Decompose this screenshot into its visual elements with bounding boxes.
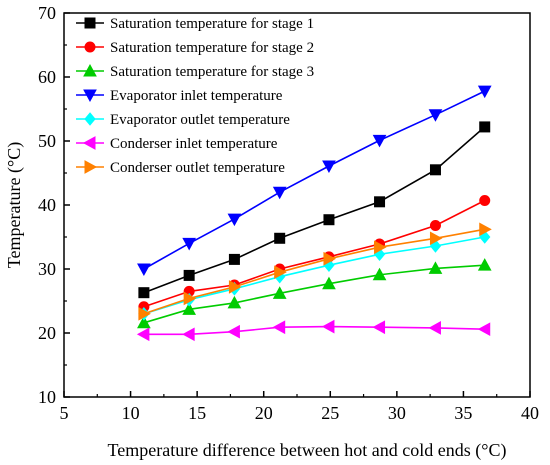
y-tick-label: 30 <box>38 259 56 279</box>
data-point <box>182 327 195 342</box>
data-point <box>228 280 242 294</box>
data-point <box>428 321 441 335</box>
x-tick-label: 20 <box>255 403 273 423</box>
data-point <box>428 109 443 122</box>
data-point <box>272 320 286 335</box>
data-point <box>138 306 151 321</box>
data-point <box>479 121 491 133</box>
y-tick-label: 60 <box>38 67 56 87</box>
legend-label: Evaporator outlet temperature <box>110 112 290 128</box>
data-point <box>272 186 287 200</box>
data-point <box>182 237 196 251</box>
data-point <box>479 222 492 237</box>
legend-label: Evaporator inlet temperature <box>110 88 283 104</box>
legend-marker <box>83 89 97 103</box>
series-2 <box>138 195 491 313</box>
y-tick-label: 50 <box>38 131 56 151</box>
data-point <box>428 261 443 274</box>
legend-entry: Saturation temperature for stage 3 <box>76 63 314 80</box>
data-point <box>227 213 242 227</box>
data-point <box>372 320 386 335</box>
legend-marker <box>82 136 96 150</box>
series-7 <box>138 222 492 321</box>
data-point <box>137 263 151 277</box>
data-point <box>374 240 387 255</box>
x-axis-title: Temperature difference between hot and c… <box>108 440 507 461</box>
legend-entry: Saturation temperature for stage 2 <box>76 40 314 56</box>
series-line <box>143 126 486 294</box>
data-point <box>477 258 492 271</box>
data-point <box>322 160 336 174</box>
y-axis-title: Temperature (°C) <box>4 142 25 268</box>
data-point <box>137 315 151 329</box>
data-point <box>274 265 287 280</box>
data-point <box>374 196 386 208</box>
series-line <box>143 325 485 336</box>
x-tick-label: 15 <box>188 403 206 423</box>
data-point <box>183 291 197 306</box>
legend-entry: Saturation temperature for stage 1 <box>76 16 314 32</box>
legend-marker <box>84 112 96 126</box>
legend-entry: Evaporator inlet temperature <box>76 88 283 104</box>
series-line <box>143 199 486 308</box>
x-tick-label: 25 <box>321 403 339 423</box>
series-line <box>143 264 485 324</box>
legend-marker <box>84 17 96 29</box>
data-point <box>372 134 387 148</box>
y-tick-label: 70 <box>38 3 56 23</box>
legend-entry: Evaporator outlet temperature <box>76 112 290 128</box>
data-point <box>429 219 441 231</box>
data-point <box>227 295 242 309</box>
data-point <box>372 267 387 281</box>
data-point <box>479 195 491 207</box>
data-point <box>274 232 286 244</box>
data-point <box>182 302 196 315</box>
data-point <box>321 319 335 334</box>
data-point <box>138 287 150 299</box>
data-point <box>227 324 240 339</box>
data-point <box>429 164 441 176</box>
legend-marker <box>84 41 96 53</box>
x-tick-label: 40 <box>521 403 539 423</box>
data-point <box>429 231 443 246</box>
x-tick-label: 30 <box>388 403 406 423</box>
series-line <box>143 236 485 315</box>
y-tick-label: 20 <box>38 323 56 343</box>
data-point <box>228 253 240 265</box>
data-point <box>136 327 150 342</box>
legend-label: Saturation temperature for stage 2 <box>110 40 314 56</box>
series-6 <box>136 319 491 342</box>
series-line <box>143 90 486 270</box>
legend-entry: Conderser inlet temperature <box>76 136 278 152</box>
data-point <box>477 322 491 337</box>
y-tick-label: 10 <box>38 387 56 407</box>
series-line <box>143 228 485 315</box>
legend-label: Conderser inlet temperature <box>110 136 278 152</box>
x-tick-label: 10 <box>122 403 140 423</box>
data-point <box>183 269 195 281</box>
legend-marker <box>83 63 97 77</box>
x-tick-label: 5 <box>60 403 69 423</box>
series-4 <box>137 85 492 277</box>
legend-label: Saturation temperature for stage 1 <box>110 16 314 32</box>
legend-marker <box>84 160 98 174</box>
x-tick-label: 35 <box>454 403 472 423</box>
data-point <box>477 85 492 99</box>
data-point <box>323 214 335 226</box>
legend-entry: Conderser outlet temperature <box>76 160 285 176</box>
data-point <box>322 276 336 290</box>
data-point <box>272 286 287 299</box>
legend-label: Conderser outlet temperature <box>110 160 285 176</box>
legend-label: Saturation temperature for stage 3 <box>110 64 314 80</box>
series-3 <box>137 258 492 329</box>
series-1 <box>138 121 491 299</box>
data-point <box>323 251 336 266</box>
y-tick-label: 40 <box>38 195 56 215</box>
